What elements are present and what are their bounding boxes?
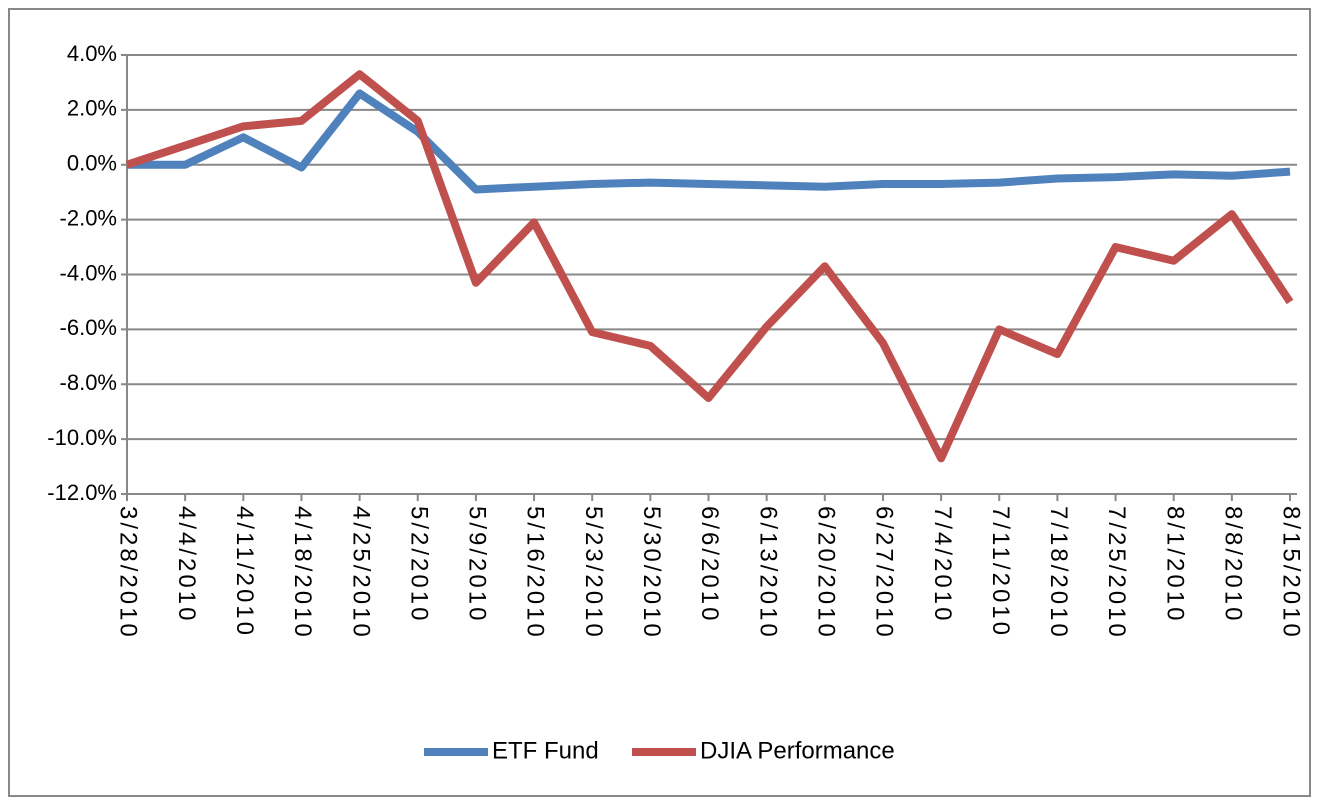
y-tick-label: 4.0% <box>67 41 117 66</box>
x-tick-label: 7/25/2010 <box>1103 506 1130 640</box>
x-tick-label: 5/2/2010 <box>405 506 432 623</box>
y-tick-label: -6.0% <box>60 315 117 340</box>
y-tick-label: -4.0% <box>60 260 117 285</box>
x-tick-label: 6/20/2010 <box>812 506 839 640</box>
legend-label: DJIA Performance <box>700 737 895 764</box>
y-tick-label: -12.0% <box>47 480 117 505</box>
x-tick-label: 5/23/2010 <box>580 506 607 640</box>
x-tick-label: 5/16/2010 <box>522 506 549 640</box>
x-tick-label: 3/28/2010 <box>115 506 142 640</box>
x-tick-label: 5/30/2010 <box>638 506 665 640</box>
chart-frame <box>8 8 1311 797</box>
y-tick-label: -8.0% <box>60 370 117 395</box>
series-line <box>127 89 1291 194</box>
x-tick-label: 7/4/2010 <box>929 506 956 623</box>
y-tick-label: 2.0% <box>67 96 117 121</box>
y-tick-label: -10.0% <box>47 425 117 450</box>
legend-label: ETF Fund <box>492 737 599 764</box>
x-tick-label: 6/6/2010 <box>696 506 723 623</box>
x-tick-label: 4/25/2010 <box>347 506 374 640</box>
y-tick-label: 0.0% <box>67 151 117 176</box>
x-tick-label: 4/18/2010 <box>289 506 316 640</box>
x-tick-label: 4/4/2010 <box>173 506 200 623</box>
y-tick-label: -2.0% <box>60 205 117 230</box>
x-tick-label: 7/11/2010 <box>987 506 1014 638</box>
x-tick-label: 6/13/2010 <box>754 506 781 640</box>
x-tick-label: 8/1/2010 <box>1161 506 1188 623</box>
x-tick-label: 5/9/2010 <box>464 506 491 623</box>
x-tick-label: 6/27/2010 <box>871 506 898 640</box>
series-line <box>125 70 1294 463</box>
x-tick-label: 8/15/2010 <box>1278 506 1305 640</box>
x-tick-label: 7/18/2010 <box>1045 506 1072 640</box>
x-tick-label: 8/8/2010 <box>1220 506 1247 623</box>
x-tick-label: 4/11/2010 <box>231 506 258 638</box>
